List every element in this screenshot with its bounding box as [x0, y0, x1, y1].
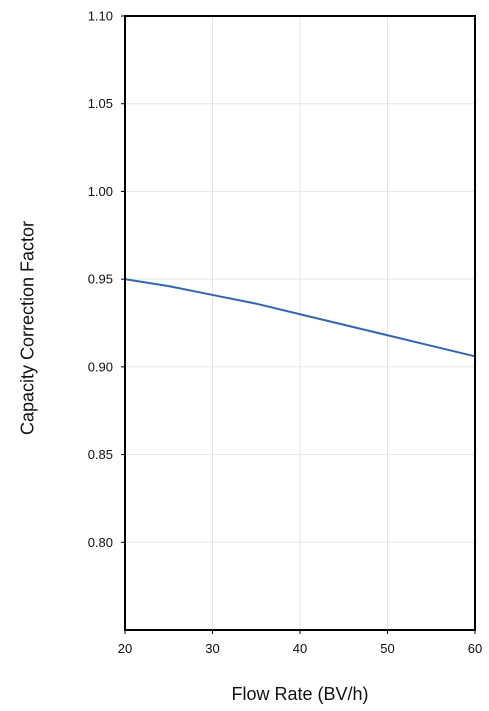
y-tick-label: 0.90: [88, 359, 113, 374]
tick-layer: 20 30 40 50 60 0.80 0.85 0.90 0.95 1.00 1.05 1.10: [88, 9, 483, 657]
x-tick-label: 50: [380, 641, 394, 656]
y-tick-label: 1.10: [88, 9, 113, 24]
y-tick-label: 1.05: [88, 96, 113, 111]
grid-lines: [125, 16, 475, 630]
x-tick-label: 40: [293, 641, 307, 656]
x-tick-label: 30: [205, 641, 219, 656]
x-tick-label: 60: [468, 641, 482, 656]
y-tick-label: 0.95: [88, 272, 113, 287]
x-tick-label: 20: [118, 641, 132, 656]
series-layer: [124, 278, 476, 358]
y-axis-title: Capacity Correction Factor: [17, 221, 37, 435]
x-axis-title: Flow Rate (BV/h): [231, 684, 368, 704]
y-tick-label: 0.85: [88, 447, 113, 462]
y-tick-label: 1.00: [88, 184, 113, 199]
y-tick-label: 0.80: [88, 535, 113, 550]
series-line-0: [124, 278, 476, 358]
